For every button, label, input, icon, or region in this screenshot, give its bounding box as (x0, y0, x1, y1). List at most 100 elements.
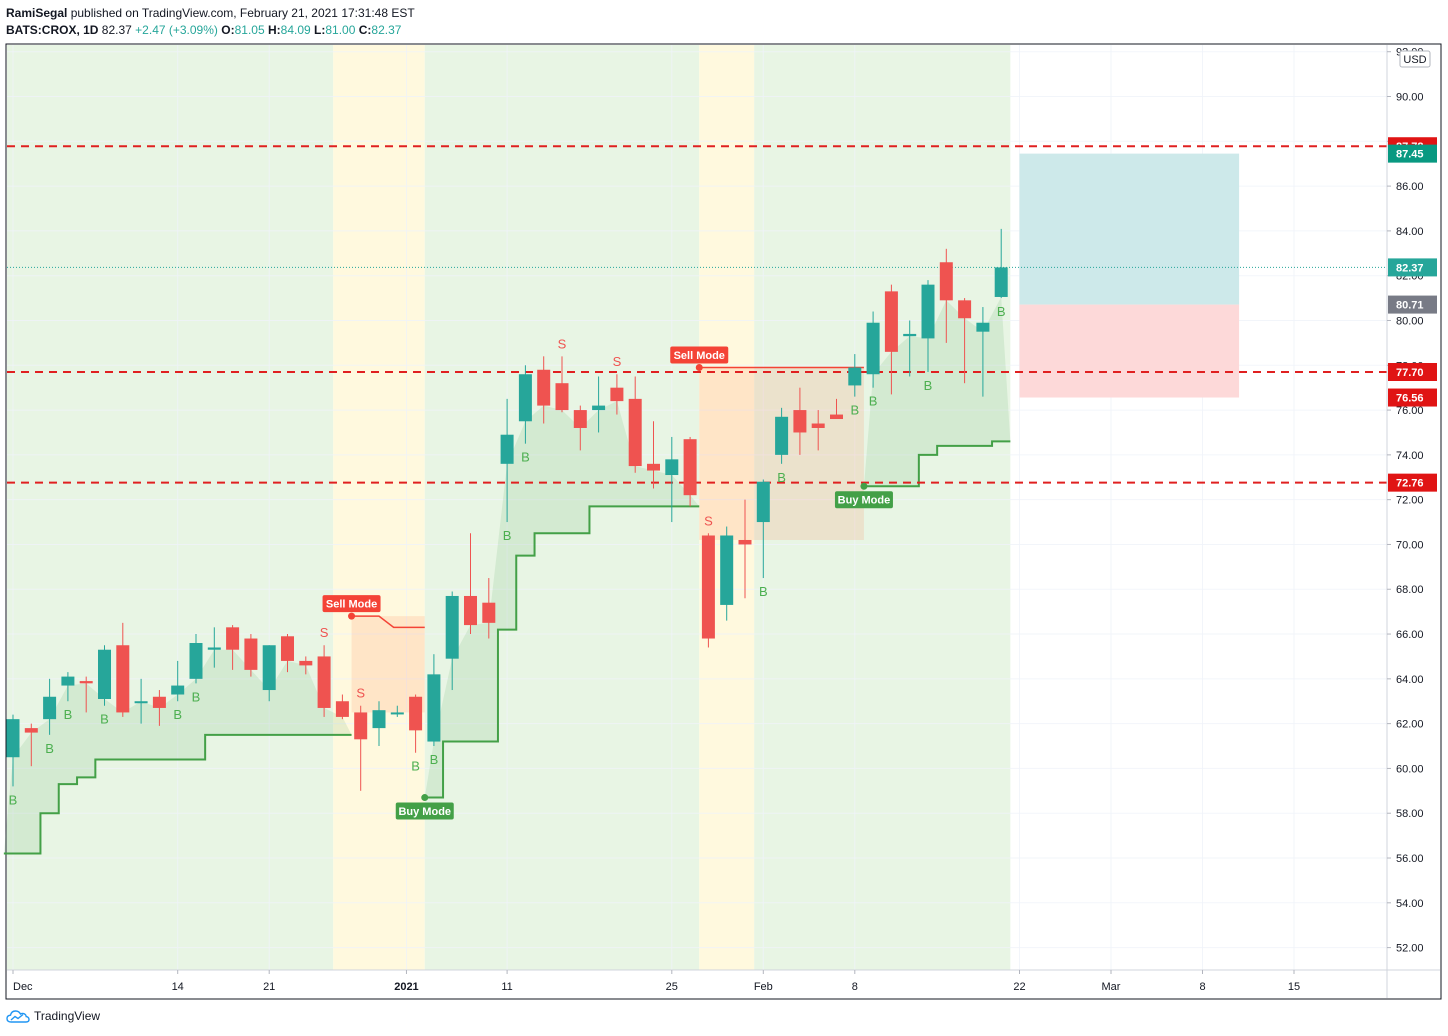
candle-body (244, 638, 258, 670)
candle-body (537, 369, 551, 406)
sell-signal-label: S (356, 686, 365, 701)
candle (628, 376, 642, 473)
candle (226, 625, 240, 670)
candle-body (281, 636, 294, 661)
buy-signal-label: B (777, 470, 786, 485)
sell-line-1 (351, 615, 425, 629)
price-tick-label: 80.00 (1396, 315, 1424, 327)
trailing-stop-line-1 (3, 733, 352, 855)
published-text: published on TradingView.com, February 2… (70, 6, 415, 20)
candle (390, 705, 404, 717)
candle (756, 479, 770, 579)
candle-body (866, 322, 880, 375)
candle (958, 298, 972, 384)
candle-body (98, 649, 111, 699)
candle (482, 578, 496, 639)
entry-badge-bg (1388, 295, 1437, 314)
candle-body (775, 416, 789, 455)
buy-signal-label: B (64, 707, 73, 722)
symbol-name[interactable]: BATS:CROX, 1D (6, 23, 99, 37)
target-badge-text: 87.45 (1396, 149, 1424, 161)
trail-shade-2 (424, 401, 700, 798)
entry-badge-text: 80.71 (1396, 300, 1424, 312)
candle-body (994, 267, 1008, 297)
candle (720, 526, 734, 621)
candle-body (903, 333, 917, 337)
candle (98, 645, 111, 706)
target-zone (1019, 153, 1240, 305)
candle (43, 678, 57, 735)
candle (500, 398, 514, 523)
trail-shade-1 (3, 649, 352, 854)
author-name[interactable]: RamiSegal (6, 6, 68, 20)
candle (701, 533, 715, 648)
last-price-badge-text: 82.37 (1396, 262, 1424, 274)
time-tick-label: 2021 (394, 981, 418, 993)
candle-body (683, 439, 697, 496)
candle-body (921, 284, 935, 339)
high-value: 84.09 (280, 23, 311, 37)
buy-signal-label: B (759, 584, 768, 599)
low-label: L: (314, 23, 326, 37)
tradingview-logo[interactable]: TradingView (6, 1009, 100, 1023)
candle (6, 714, 20, 787)
buy-signal-label: B (430, 752, 439, 767)
candle-body (409, 696, 423, 731)
sell-signal-label: S (558, 336, 567, 351)
candle-body (299, 660, 313, 666)
time-tick-label: Feb (754, 981, 773, 993)
buy-signal-label: B (850, 403, 859, 418)
publish-info: RamiSegal published on TradingView.com, … (6, 6, 415, 20)
candle-body (884, 291, 898, 352)
buy-signal-label: B (521, 450, 530, 465)
currency-label: USD (1403, 54, 1426, 66)
candle (171, 660, 185, 702)
candle-body (335, 701, 349, 717)
stop-badge-bg (1388, 388, 1437, 407)
candle-body (665, 459, 679, 476)
buy-signal-label: B (192, 689, 201, 704)
sell-signal-label: S (704, 513, 713, 528)
candle (683, 436, 697, 507)
mode-label-text: Buy Mode (398, 806, 451, 818)
high-label: H: (267, 23, 281, 37)
candle (134, 678, 148, 724)
sell-signal-label: S (613, 354, 622, 369)
candle-body (592, 405, 606, 411)
candle-body (500, 434, 514, 464)
candle (647, 421, 660, 489)
open-value: 81.05 (234, 23, 265, 37)
mode-dot (348, 612, 356, 620)
candle (207, 627, 221, 668)
stop-zone (1019, 304, 1240, 398)
candle-body (720, 535, 734, 605)
candle (793, 387, 807, 455)
time-tick-label: 25 (666, 981, 678, 993)
buy-signal-label: B (997, 304, 1006, 319)
candle-body (555, 383, 569, 411)
price-tick-label: 64.00 (1396, 674, 1424, 686)
currency-box (1399, 50, 1431, 68)
candle (921, 280, 935, 372)
mode-label-box (395, 802, 454, 820)
last-price-badge-bg (1388, 258, 1437, 277)
price-tick-label: 66.00 (1396, 629, 1424, 641)
candle (811, 410, 825, 451)
candle-body (24, 728, 38, 733)
buy-signal-label: B (411, 759, 420, 774)
candle (518, 365, 532, 444)
candle (262, 645, 276, 702)
candle-body (171, 685, 185, 695)
candle-body (152, 696, 166, 708)
candle (555, 356, 569, 413)
candle-body (116, 645, 130, 713)
candle (335, 694, 349, 720)
candle (939, 248, 953, 343)
candle (427, 654, 441, 747)
time-tick-label: 11 (501, 981, 512, 993)
candle (409, 694, 423, 753)
time-tick-label: 22 (1013, 981, 1025, 993)
price-tick-label: 72.00 (1396, 495, 1424, 507)
candle (116, 622, 130, 717)
